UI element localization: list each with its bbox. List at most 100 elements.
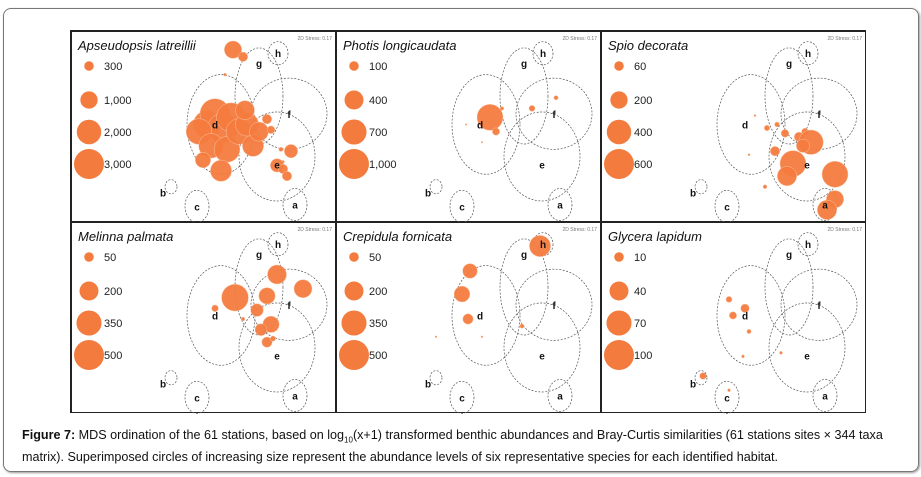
abundance-bubble	[221, 283, 249, 312]
abundance-bubble	[764, 125, 770, 131]
legend-label: 200	[369, 286, 387, 298]
habitat-label-h: h	[275, 240, 281, 251]
habitat-region-d	[451, 265, 521, 366]
habitat-region-h	[797, 41, 819, 66]
figure-frame: 2D Stress: 0.17 Apseudopsis latreillii h g f…	[70, 30, 866, 414]
legend-label: 60	[634, 61, 646, 73]
stress-label: 2D Stress: 0.17	[563, 36, 598, 42]
legend-label: 350	[104, 318, 122, 330]
panel-glycera-lapidum: 2D Stress: 0.17 Glycera lapidum h g f d e b c a 10…	[601, 222, 866, 414]
abundance-bubble	[747, 153, 751, 157]
legend-bubble	[80, 91, 98, 109]
abundance-bubble	[780, 129, 790, 138]
habitat-region-a	[547, 188, 573, 221]
stress-label: 2D Stress: 0.17	[298, 227, 333, 233]
habitat-region-g	[764, 238, 814, 336]
abundance-bubble	[238, 51, 248, 62]
habitat-region-e	[238, 111, 316, 202]
legend-bubble	[84, 252, 94, 262]
abundance-bubble	[796, 138, 810, 153]
legend-label: 400	[369, 95, 387, 107]
habitat-region-e	[768, 111, 846, 202]
habitat-label-f: f	[552, 110, 556, 121]
legend-label: 2,000	[104, 127, 132, 139]
habitat-region-f	[515, 268, 593, 341]
habitat-region-c	[449, 380, 475, 414]
panel-border	[601, 222, 866, 413]
habitat-label-c: c	[459, 202, 465, 213]
abundance-bubble	[741, 354, 745, 359]
habitat-label-e: e	[804, 351, 810, 362]
figure-card	[3, 8, 919, 472]
habitat-label-g: g	[521, 250, 527, 261]
abundance-bubble	[699, 372, 707, 380]
abundance-bubble	[553, 95, 559, 101]
habitat-region-g	[499, 47, 549, 145]
abundance-bubble	[262, 114, 272, 125]
abundance-bubble	[240, 316, 246, 322]
legend-bubble	[604, 149, 634, 179]
caption-text-2: (x+1) transformed benthic abundances and…	[22, 428, 883, 464]
legend-bubble	[76, 310, 102, 336]
abundance-bubble	[529, 235, 551, 257]
abundance-bubble	[453, 285, 471, 303]
legend-bubble	[349, 252, 359, 262]
habitat-label-f: f	[287, 110, 291, 121]
habitat-label-d: d	[212, 120, 218, 131]
abundance-bubble	[462, 263, 478, 279]
legend-bubble	[79, 281, 99, 301]
abundance-bubble	[499, 106, 505, 111]
abundance-bubble	[740, 303, 750, 313]
species-title: Melinna palmata	[78, 229, 173, 244]
habitat-region-g	[764, 47, 814, 145]
habitat-region-e	[768, 302, 846, 393]
abundance-bubble	[725, 296, 733, 303]
habitat-region-f	[780, 268, 858, 341]
habitat-region-f	[250, 268, 328, 341]
habitat-label-e: e	[539, 351, 545, 362]
abundance-bubble	[779, 351, 783, 355]
abundance-bubble	[258, 287, 276, 305]
habitat-label-f: f	[287, 301, 291, 312]
panel-border	[336, 31, 601, 222]
habitat-label-c: c	[194, 393, 200, 404]
habitat-label-c: c	[459, 393, 465, 404]
panel-border	[71, 31, 336, 222]
panel-border	[336, 222, 601, 413]
abundance-bubble	[476, 104, 504, 131]
habitat-label-h: h	[540, 49, 546, 60]
habitat-label-e: e	[274, 351, 280, 362]
habitat-label-h: h	[540, 240, 546, 251]
legend-bubble	[74, 149, 104, 179]
species-title: Crepidula fornicata	[343, 229, 452, 244]
habitat-region-c	[184, 380, 210, 414]
abundance-bubble	[235, 100, 255, 120]
abundance-bubble	[224, 40, 242, 59]
habitat-label-h: h	[805, 49, 811, 60]
habitat-label-d: d	[477, 311, 483, 322]
caption-subscript: 10	[344, 435, 353, 445]
stress-label: 2D Stress: 0.17	[563, 227, 598, 233]
species-title: Glycera lapidum	[608, 229, 702, 244]
legend-bubble	[341, 119, 367, 145]
legend-label: 500	[104, 350, 122, 362]
abundance-bubble	[774, 121, 780, 128]
caption-text-1: MDS ordination of the 61 stations, based…	[75, 428, 345, 442]
habitat-region-h	[532, 41, 554, 66]
habitat-label-a: a	[557, 201, 563, 212]
habitat-region-a	[812, 379, 838, 412]
legend-bubble	[604, 340, 634, 370]
abundance-bubble	[464, 123, 468, 126]
legend-label: 200	[634, 95, 652, 107]
habitat-region-b	[694, 370, 708, 386]
abundance-bubble	[746, 329, 752, 334]
habitat-label-a: a	[822, 392, 828, 403]
legend-bubble	[609, 281, 629, 301]
habitat-label-f: f	[817, 301, 821, 312]
habitat-label-g: g	[256, 59, 262, 70]
figure-caption: Figure 7: MDS ordination of the 61 stati…	[22, 427, 902, 465]
habitat-label-f: f	[552, 301, 556, 312]
abundance-bubble	[278, 146, 284, 152]
legend-label: 50	[369, 252, 381, 264]
habitat-label-e: e	[804, 160, 810, 171]
